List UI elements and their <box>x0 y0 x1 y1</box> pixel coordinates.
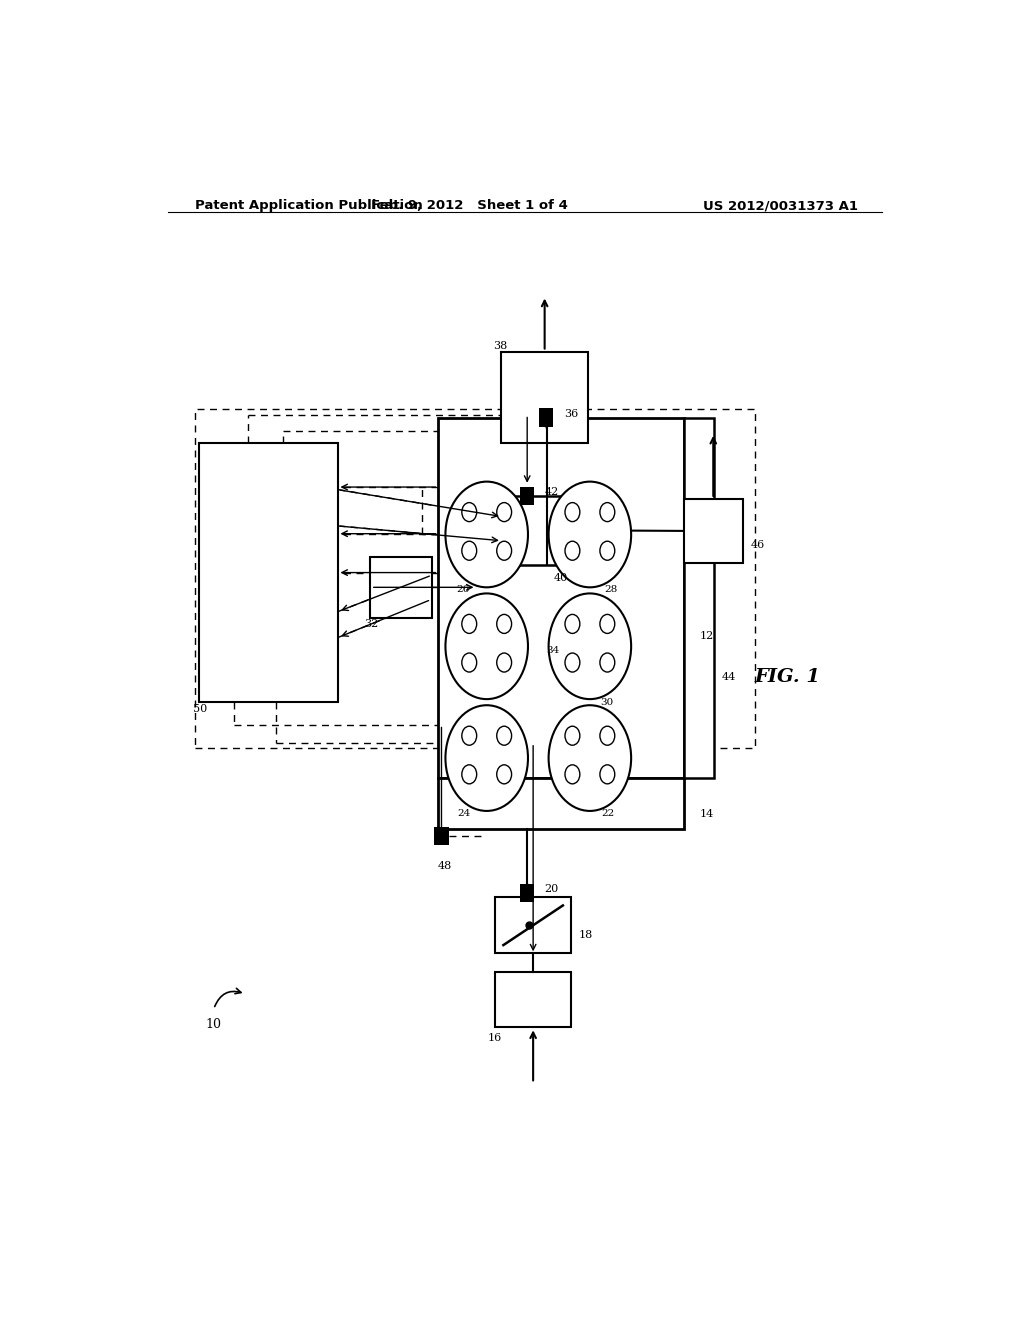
Text: 48: 48 <box>437 861 452 871</box>
Text: 22: 22 <box>601 809 614 818</box>
Text: 30: 30 <box>600 698 613 706</box>
Circle shape <box>549 705 631 810</box>
Bar <box>501 496 592 565</box>
Bar <box>496 898 570 953</box>
Text: 28: 28 <box>604 585 617 594</box>
Circle shape <box>600 614 614 634</box>
Text: 16: 16 <box>487 1032 502 1043</box>
Circle shape <box>565 503 580 521</box>
Text: US 2012/0031373 A1: US 2012/0031373 A1 <box>703 199 858 213</box>
Circle shape <box>565 614 580 634</box>
Text: 42: 42 <box>545 487 559 496</box>
Circle shape <box>549 482 631 587</box>
Bar <box>196 409 755 748</box>
Bar <box>437 779 684 829</box>
Circle shape <box>565 726 580 746</box>
Circle shape <box>462 726 477 746</box>
Circle shape <box>497 503 512 521</box>
Text: 50: 50 <box>194 705 207 714</box>
Circle shape <box>600 503 614 521</box>
Circle shape <box>497 726 512 746</box>
Text: 40: 40 <box>553 573 567 583</box>
Text: Feb. 9, 2012   Sheet 1 of 4: Feb. 9, 2012 Sheet 1 of 4 <box>371 199 567 213</box>
Bar <box>684 417 714 779</box>
Circle shape <box>497 764 512 784</box>
Circle shape <box>600 726 614 746</box>
Bar <box>200 444 338 702</box>
Circle shape <box>445 482 528 587</box>
Text: 24: 24 <box>458 809 471 818</box>
Circle shape <box>445 594 528 700</box>
Bar <box>434 828 449 846</box>
Circle shape <box>497 653 512 672</box>
Circle shape <box>600 653 614 672</box>
Text: 18: 18 <box>579 929 593 940</box>
Circle shape <box>462 503 477 521</box>
Text: 44: 44 <box>722 672 736 681</box>
Circle shape <box>549 594 631 700</box>
Text: 46: 46 <box>751 540 765 549</box>
Circle shape <box>462 614 477 634</box>
Text: 20: 20 <box>545 884 559 894</box>
Bar <box>501 351 588 444</box>
Text: 12: 12 <box>699 631 714 642</box>
Text: 34: 34 <box>546 645 559 655</box>
Bar <box>496 972 570 1027</box>
Text: 36: 36 <box>563 408 578 418</box>
Bar <box>370 557 432 618</box>
Circle shape <box>565 653 580 672</box>
Circle shape <box>462 764 477 784</box>
Bar <box>520 884 535 903</box>
Circle shape <box>445 705 528 810</box>
Bar <box>539 408 553 426</box>
Circle shape <box>462 653 477 672</box>
Circle shape <box>565 541 580 560</box>
Bar <box>684 499 743 562</box>
Circle shape <box>565 764 580 784</box>
Text: 32: 32 <box>365 619 379 628</box>
Text: 10: 10 <box>206 1018 222 1031</box>
Circle shape <box>462 541 477 560</box>
Circle shape <box>497 541 512 560</box>
Circle shape <box>600 764 614 784</box>
Bar <box>520 487 535 506</box>
Text: 38: 38 <box>494 342 507 351</box>
Text: 26: 26 <box>456 585 469 594</box>
Circle shape <box>497 614 512 634</box>
Text: Patent Application Publication: Patent Application Publication <box>196 199 423 213</box>
Bar <box>437 417 684 779</box>
Circle shape <box>600 541 614 560</box>
Text: 14: 14 <box>699 809 714 818</box>
Text: FIG. 1: FIG. 1 <box>755 668 821 686</box>
